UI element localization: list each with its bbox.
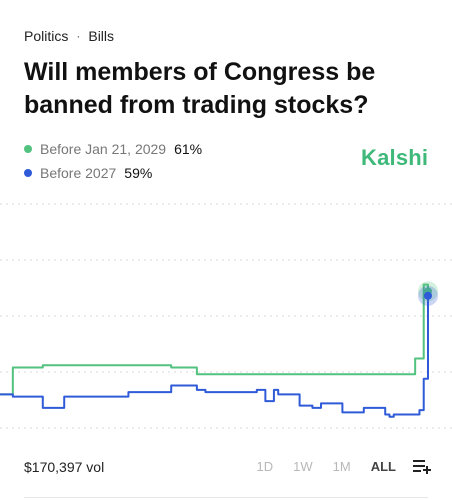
legend-pct: 61% <box>174 141 203 157</box>
breadcrumb-subcategory[interactable]: Bills <box>88 28 115 44</box>
breadcrumb-separator: · <box>76 29 81 43</box>
time-range-selector: 1D 1W 1M ALL <box>237 456 432 476</box>
legend-dot-blue <box>24 169 32 177</box>
price-chart[interactable] <box>0 180 452 450</box>
legend-dot-green <box>24 145 32 153</box>
breadcrumb-category[interactable]: Politics <box>24 28 69 44</box>
volume-text: $170,397 vol <box>24 459 105 475</box>
legend: Before Jan 21, 2029 61% Before 2027 59% <box>24 137 202 185</box>
divider <box>24 497 428 498</box>
legend-pct: 59% <box>124 165 153 181</box>
series-line-1 <box>0 295 429 418</box>
range-1d[interactable]: 1D <box>256 458 274 474</box>
kalshi-logo: Kalshi <box>361 145 429 170</box>
legend-item-2027: Before 2027 59% <box>24 161 202 185</box>
legend-label: Before 2027 <box>40 165 117 181</box>
endpoint-dot-1 <box>424 291 432 300</box>
range-1m[interactable]: 1M <box>332 458 351 474</box>
legend-item-2029: Before Jan 21, 2029 61% <box>24 137 202 161</box>
range-all[interactable]: ALL <box>370 458 396 474</box>
breadcrumb: Politics · Bills <box>24 28 114 44</box>
market-title: Will members of Congress be banned from … <box>24 58 376 119</box>
playlist-add-icon[interactable] <box>412 456 432 476</box>
chart-footer: $170,397 vol 1D 1W 1M ALL <box>0 452 452 482</box>
series-line-0 <box>0 283 429 396</box>
range-1w[interactable]: 1W <box>293 458 313 474</box>
legend-label: Before Jan 21, 2029 <box>40 141 167 157</box>
